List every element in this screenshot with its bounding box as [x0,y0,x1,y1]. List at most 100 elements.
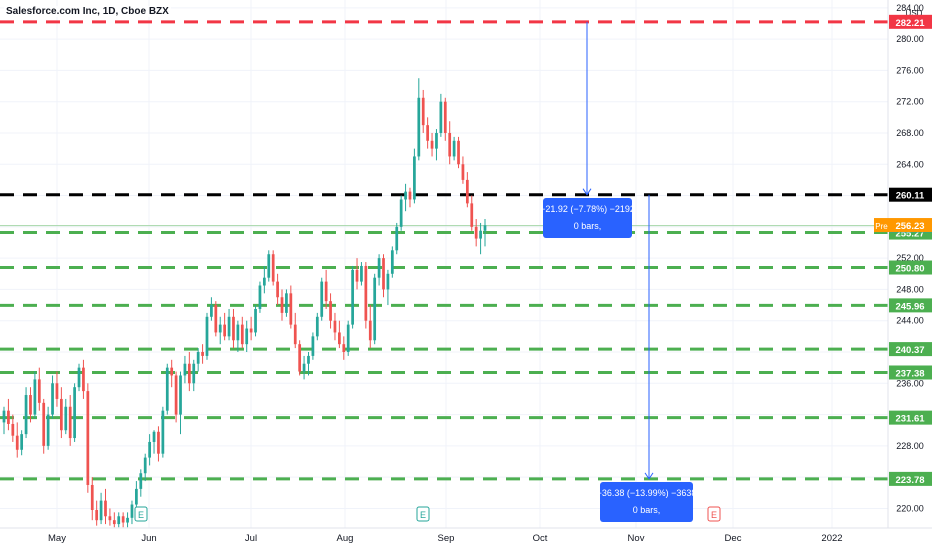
candle-body [448,132,452,157]
candle-body [232,316,235,341]
candle-body [324,281,328,302]
candle-body [395,226,399,251]
x-tick-label: Sep [438,533,455,544]
candle-body [77,367,81,388]
candle-body [249,328,253,333]
candle-body [285,293,288,313]
candle-body [121,516,125,523]
y-tick-label: 268.00 [896,128,924,138]
candle-body [179,375,182,415]
candle-body [130,504,134,518]
candle-body [24,395,28,435]
x-tick-label: Jul [245,533,257,544]
candle-body [46,414,50,446]
time-axis[interactable]: May Jun Jul Aug Sep Oct Nov Dec 2022 [0,527,932,550]
y-tick-label: 244.00 [896,316,924,326]
candle-body [276,281,279,298]
earnings-marker-label: E [420,510,426,520]
candle-body [64,406,68,431]
candle-body [165,367,169,411]
pre-market-badge-label: 256.23 [895,221,924,232]
pre-market-badge-bg [889,218,932,233]
candle-body [2,410,6,423]
candle-body [364,265,368,321]
x-tick-label: Dec [725,533,742,544]
measurement-layer: −21.92 (−7.78%) −2192 0 bars, −36.38 (−13.… [540,21,697,522]
candle-body [479,230,482,239]
measure-box [600,482,693,522]
price-level-badge-bg [889,410,932,425]
candle-body [333,320,337,333]
candle-body [99,500,103,521]
x-tick-label: 2022 [821,533,842,544]
candle-body [267,254,271,278]
price-level-badge-bg [889,298,932,313]
y-tick-label: 280.00 [896,34,924,44]
currency-label: USD [906,9,923,18]
candle-body [404,191,407,200]
candle-body [311,336,315,356]
candle-body [51,383,54,415]
candle-body [346,324,350,352]
candle-body [439,101,443,133]
candle-body [59,398,63,431]
candle-body [461,164,465,180]
candle-body [293,324,297,345]
price-axis[interactable]: 220.00224.00228.00232.00236.00240.00244.… [874,0,932,528]
price-level-badge-bg [889,471,932,486]
price-level-badge-bg [889,14,932,29]
candle-body [342,344,346,352]
candle-body [338,332,341,345]
price-level-badge-label: 231.61 [895,414,925,425]
measure-text-change: −36.38 (−13.99%) −3638 [597,488,697,498]
candle-body [148,441,151,458]
candle-body [42,402,46,446]
candle-body [55,383,59,399]
earnings-marker-label: E [711,510,717,520]
price-level-badge-label: 240.37 [895,345,924,356]
measure-arrow-head [644,472,654,480]
price-level-badge-label: 282.21 [895,18,925,29]
candle-body [201,352,204,356]
candles-layer [2,78,487,528]
candle-body [108,516,112,521]
candle-body [262,277,266,286]
earnings-marker-icon [707,506,721,522]
price-level-badge-bg [889,365,932,380]
y-tick-label: 264.00 [896,159,924,169]
candle-body [95,510,99,521]
candle-body [245,328,249,345]
candle-body [360,265,363,282]
price-level-badge-label: 245.96 [895,301,924,312]
y-tick-label: 228.00 [896,441,924,451]
candle-body [351,269,354,325]
candle-body [413,156,416,200]
candle-body [329,301,332,321]
candle-body [183,363,187,376]
candle-body [210,305,213,317]
pre-market-tag-label: Pre [875,222,888,231]
y-tick-label: 236.00 [896,378,924,388]
candle-body [355,269,359,282]
time-axis-bg [0,528,932,550]
candle-body [254,308,257,333]
candle-body [307,355,310,364]
candle-body [240,324,244,345]
candle-body [218,324,222,333]
candle-body [280,297,284,313]
candle-body [68,406,72,439]
candle-body [426,125,430,141]
candle-body [417,97,421,157]
candle-body [170,367,174,376]
candle-body [7,410,10,424]
candle-body [11,423,15,436]
candle-body [152,431,156,442]
candle-body [90,484,94,511]
y-tick-label: 252.00 [896,253,924,263]
x-tick-label: Oct [533,533,548,544]
candle-body [139,473,143,489]
candle-body [196,352,200,364]
candle-body [82,367,85,392]
